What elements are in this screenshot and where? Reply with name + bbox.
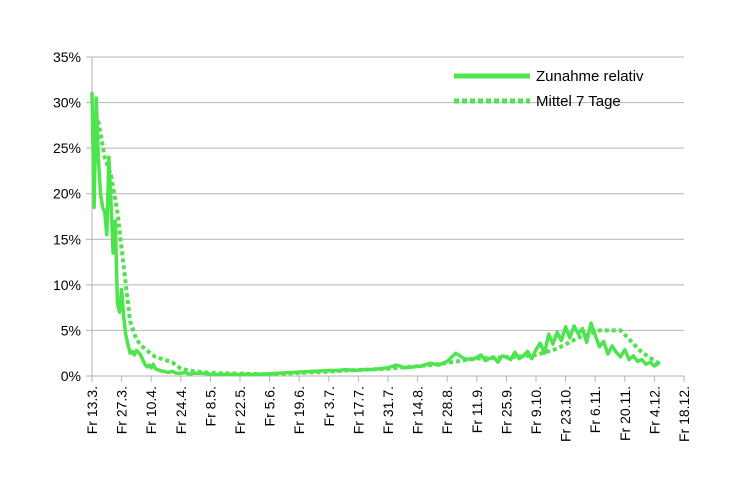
x-tick-label-20: Fr 18.12. <box>676 386 692 442</box>
legend: Zunahme relativ Mittel 7 Tage <box>454 68 644 110</box>
x-tick-label-10: Fr 31.7. <box>380 386 396 434</box>
x-tick-label-5: Fr 22.5. <box>232 386 248 434</box>
y-tick-label-0: 0% <box>61 368 81 384</box>
x-tick-label-2: Fr 10.4. <box>143 386 159 434</box>
y-tick-label-6: 30% <box>53 95 81 111</box>
y-tick-label-4: 20% <box>53 186 81 202</box>
x-tick-label-11: Fr 14.8. <box>410 386 426 434</box>
series-line-0 <box>90 91 661 377</box>
x-tick-label-7: Fr 19.6. <box>291 386 307 434</box>
x-tick-label-9: Fr 17.7. <box>350 386 366 434</box>
y-tick-label-3: 15% <box>53 231 81 247</box>
x-tick-label-15: Fr 9.10. <box>528 386 544 434</box>
x-tick-label-13: Fr 11.9. <box>469 386 485 433</box>
series-line-1 <box>96 120 660 377</box>
x-tick-label-0: Fr 13.3. <box>84 386 100 434</box>
y-axis: 0% 5% 10% 15% 20% 25% 30% 35% <box>53 49 93 384</box>
legend-label-mittel: Mittel 7 Tage <box>536 93 621 110</box>
y-tick-label-7: 35% <box>53 49 81 65</box>
y-tick-label-1: 5% <box>61 322 81 338</box>
series-lines <box>90 91 661 377</box>
x-tick-label-4: Fr 8.5. <box>202 386 218 426</box>
y-tick-label-2: 10% <box>53 277 81 293</box>
x-tick-label-8: Fr 3.7. <box>321 386 337 426</box>
y-tick-label-5: 25% <box>53 140 81 156</box>
x-tick-label-1: Fr 27.3. <box>114 386 130 434</box>
legend-label-zunahme: Zunahme relativ <box>536 68 644 85</box>
x-tick-label-18: Fr 20.11. <box>617 386 633 441</box>
x-tick-label-6: Fr 5.6. <box>262 386 278 426</box>
x-axis: Fr 13.3. Fr 27.3. Fr 10.4. Fr 24.4. Fr 8.5. F… <box>84 375 692 442</box>
x-tick-label-16: Fr 23.10. <box>558 386 574 442</box>
x-tick-label-3: Fr 24.4. <box>173 386 189 434</box>
x-tick-label-14: Fr 25.9. <box>498 386 514 434</box>
x-tick-label-12: Fr 28.8. <box>439 386 455 434</box>
grid-lines <box>92 56 684 377</box>
x-tick-label-19: Fr 4.12. <box>646 386 662 434</box>
x-tick-label-17: Fr 6.11. <box>587 386 603 433</box>
